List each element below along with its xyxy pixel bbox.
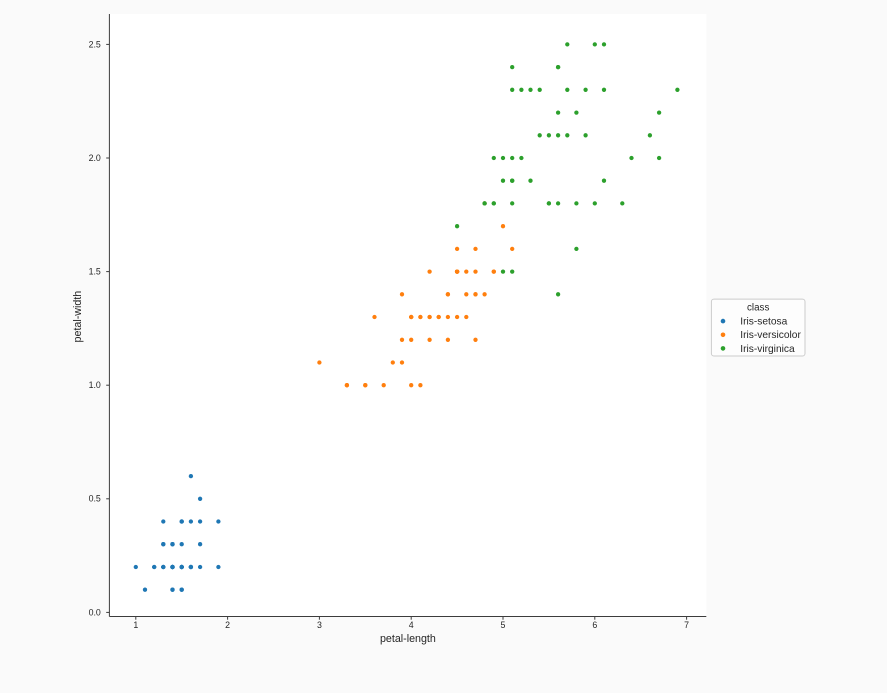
svg-text:6: 6 [592, 620, 597, 630]
svg-text:2.0: 2.0 [89, 153, 101, 163]
svg-text:5: 5 [501, 620, 506, 630]
svg-text:1.5: 1.5 [89, 267, 101, 277]
svg-text:4: 4 [409, 620, 414, 630]
svg-text:class: class [747, 302, 769, 313]
svg-text:0.5: 0.5 [89, 494, 101, 504]
svg-text:3: 3 [317, 620, 322, 630]
svg-text:Iris-virginica: Iris-virginica [740, 344, 795, 355]
svg-text:1.0: 1.0 [89, 380, 101, 390]
svg-text:petal-width: petal-width [72, 291, 84, 343]
svg-text:2: 2 [225, 620, 230, 630]
svg-text:Iris-versicolor: Iris-versicolor [740, 330, 801, 341]
svg-text:7: 7 [684, 620, 689, 630]
svg-text:1: 1 [133, 620, 138, 630]
svg-text:petal-length: petal-length [380, 633, 436, 645]
svg-text:Iris-setosa: Iris-setosa [740, 317, 787, 328]
svg-text:0.0: 0.0 [89, 607, 101, 617]
svg-text:2.5: 2.5 [89, 39, 101, 49]
